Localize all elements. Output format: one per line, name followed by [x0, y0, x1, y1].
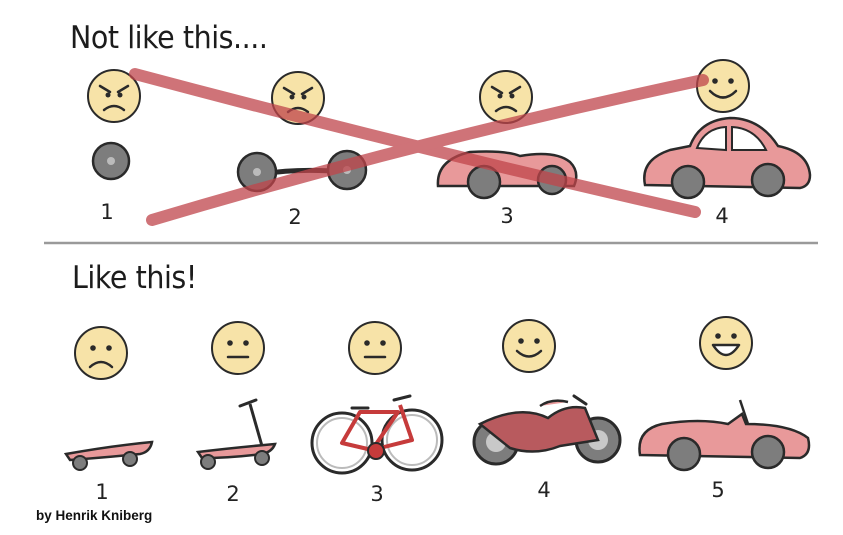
happy-face-icon: [696, 59, 750, 113]
smiling-face-icon: [502, 319, 556, 373]
top-step-number: 1: [100, 200, 114, 224]
convertible-car-icon: [638, 399, 811, 472]
top-step-number: 4: [715, 204, 729, 228]
author-credit: by Henrik Kniberg: [36, 508, 153, 523]
not-like-this-heading: Not like this....: [70, 20, 268, 56]
motorcycle-icon: [472, 394, 622, 466]
neutral-face-icon: [348, 321, 402, 375]
bottom-step-number: 3: [370, 482, 384, 506]
skateboard-icon: [63, 440, 154, 471]
bottom-step-number: 1: [95, 480, 109, 504]
top-step-number: 3: [500, 204, 514, 228]
top-step-number: 2: [288, 205, 302, 229]
cross-out-mark: [129, 68, 709, 226]
like-this-heading: Like this!: [72, 260, 197, 296]
bottom-step-number: 4: [537, 478, 551, 502]
car-icon: [643, 116, 812, 200]
neutral-face-icon: [211, 321, 265, 375]
wheel-icon: [91, 141, 131, 181]
bottom-step-number: 5: [711, 478, 725, 502]
scooter-icon: [195, 398, 277, 470]
angry-face-icon: [479, 70, 533, 124]
very-happy-face-icon: [699, 316, 753, 370]
sad-face-icon: [74, 326, 128, 380]
bottom-step-number: 2: [226, 482, 240, 506]
bicycle-icon: [310, 394, 444, 475]
angry-face-icon: [87, 69, 141, 123]
